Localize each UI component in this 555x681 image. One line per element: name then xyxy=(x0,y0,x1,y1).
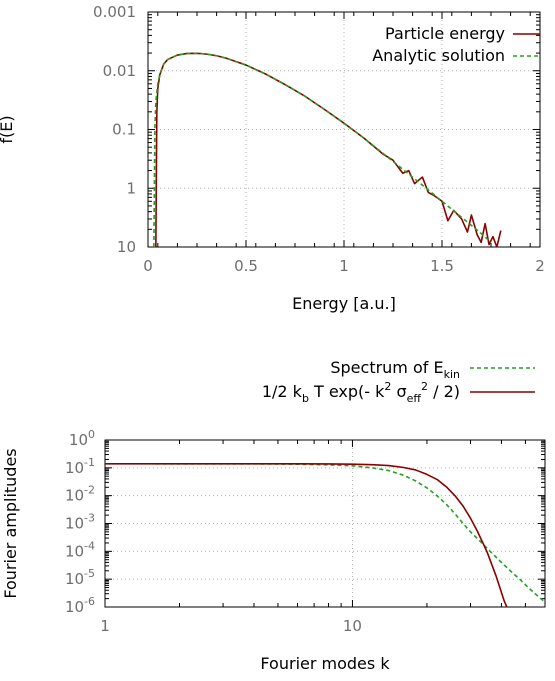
legend-label-part: kin xyxy=(444,368,460,381)
y-tick-exponent: -2 xyxy=(84,484,95,497)
y-tick-label: 10-6 xyxy=(65,595,95,616)
legend-label-part: / 2) xyxy=(428,382,460,401)
x-tick-label: 1 xyxy=(100,617,110,635)
particle-energy-line xyxy=(155,52,502,247)
y-tick-label: 0.1 xyxy=(112,121,136,139)
y-tick-exponent: -6 xyxy=(84,595,95,608)
y-tick-exponent: -3 xyxy=(84,512,95,525)
x-tick-label: 1 xyxy=(339,257,349,275)
y-tick-label: 0.001 xyxy=(93,3,136,21)
legend-label: Analytic solution xyxy=(372,46,505,65)
y-tick-base: 10 xyxy=(69,431,88,449)
y-tick-label: 1 xyxy=(126,179,136,197)
series-lines xyxy=(153,52,502,247)
series-1-line xyxy=(105,462,508,607)
y-tick-base: 10 xyxy=(65,459,84,477)
y-tick-base: 10 xyxy=(65,570,84,588)
y-axis-label: f(E) xyxy=(0,115,16,143)
legend-label-part: σ xyxy=(391,382,406,401)
plot-frame xyxy=(147,11,541,248)
legend-label: 1/2 kb T exp(- k2 σeff2 / 2) xyxy=(262,380,460,405)
y-axis-label: Fourier amplitudes xyxy=(1,448,20,598)
energy-distribution-chart: 0 0.5 1 1.5 2 0.001 0.01 0.1 1 10 Energy [a.u.] f(E… xyxy=(0,3,545,313)
y-tick-base: 10 xyxy=(65,487,84,505)
legend-label: Particle energy xyxy=(385,24,505,43)
legend-label-part: 2 xyxy=(384,380,391,393)
x-tick-label: 0 xyxy=(143,257,153,275)
y-tick-exponent: 0 xyxy=(88,428,95,441)
series-lines xyxy=(105,462,545,607)
y-tick-label: 10-4 xyxy=(65,539,95,560)
y-tick-label: 10-2 xyxy=(65,484,95,505)
legend-label-part: 1/2 k xyxy=(262,382,303,401)
x-axis-label: Fourier modes k xyxy=(260,654,390,673)
analytic-solution-line xyxy=(153,52,492,247)
y-tick-label: 10-3 xyxy=(65,512,95,533)
x-axis-label: Energy [a.u.] xyxy=(292,294,396,313)
legend-label-part: 2 xyxy=(421,380,428,393)
y-tick-exponent: -5 xyxy=(84,567,95,580)
y-tick-base: 10 xyxy=(65,542,84,560)
x-tick-label: 1.5 xyxy=(430,257,454,275)
x-tick-label: 10 xyxy=(343,617,362,635)
y-tick-exponent: -4 xyxy=(84,539,95,552)
plot-frame xyxy=(104,439,546,608)
y-tick-label: 10-1 xyxy=(65,456,95,477)
y-tick-label: 0.01 xyxy=(103,62,136,80)
y-tick-base: 10 xyxy=(65,598,84,616)
y-tick-label: 100 xyxy=(69,428,95,449)
legend-label: Spectrum of Ekin xyxy=(330,358,460,381)
legend-label-part: T exp(- k xyxy=(309,382,385,401)
y-tick-label: 10 xyxy=(117,238,136,256)
legend-label-part: b xyxy=(302,392,309,405)
x-tick-label: 0.5 xyxy=(234,257,258,275)
x-tick-label: 2 xyxy=(535,257,545,275)
legend-label-part: Spectrum of E xyxy=(330,358,443,377)
tick-marks xyxy=(104,439,546,608)
legend-label-part: eff xyxy=(407,392,422,405)
y-tick-exponent: -1 xyxy=(84,456,95,469)
y-tick-label: 10-5 xyxy=(65,567,95,588)
y-tick-base: 10 xyxy=(65,515,84,533)
series-0-line xyxy=(155,462,545,603)
legend: Particle energy Analytic solution xyxy=(372,24,540,65)
